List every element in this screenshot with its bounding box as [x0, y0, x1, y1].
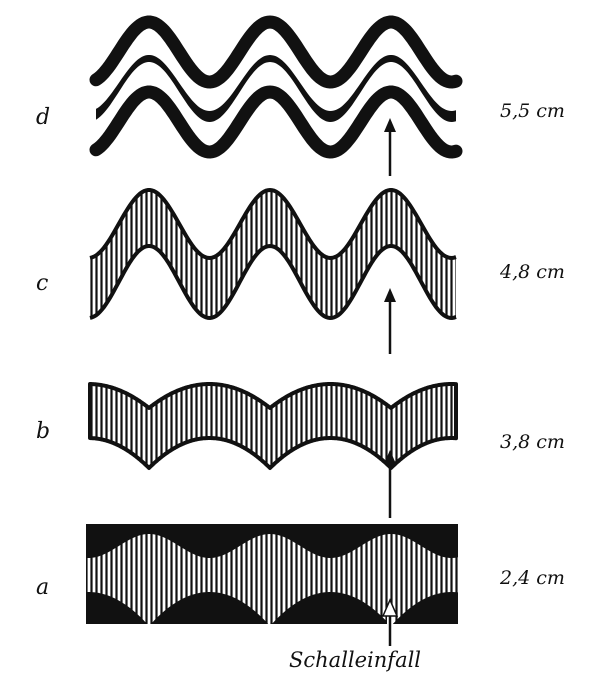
row-b-measure: 3,8 cm [500, 431, 565, 453]
row-c-hatched-band [90, 190, 456, 318]
row-c-letter: c [36, 271, 48, 296]
row-b-graphic [88, 382, 458, 470]
row-b-letter: b [36, 419, 50, 444]
row-a-graphic [86, 524, 458, 624]
row-d-letter: d [36, 105, 50, 130]
row-a-bottom-black-region [86, 592, 458, 624]
arrow-a [381, 598, 399, 646]
row-d-graphic [89, 15, 463, 159]
arrow-c-head-icon [384, 288, 396, 302]
arrow-b-head-icon [384, 450, 396, 464]
arrow-c [384, 288, 396, 354]
arrow-d-head-icon [384, 118, 396, 132]
row-a-top-black-region [86, 524, 458, 558]
row-d-top-curve [89, 15, 463, 89]
row-a-letter: a [36, 575, 49, 600]
row-c-graphic [89, 187, 457, 321]
row-a-hatched-background [86, 524, 458, 624]
row-d-bottom-curve [89, 85, 463, 159]
row-d-measure: 5,5 cm [500, 100, 565, 122]
row-b-hatched-band [88, 382, 458, 470]
row-c-bottom-curve [89, 243, 457, 321]
arrow-d [384, 118, 396, 176]
caption-schalleinfall: Schalleinfall [289, 648, 421, 672]
row-c-measure: 4,8 cm [499, 261, 565, 283]
arrow-a-head-icon [381, 598, 399, 617]
arrow-b [384, 450, 396, 518]
row-a-measure: 2,4 cm [499, 567, 565, 589]
row-c-top-curve [89, 187, 457, 261]
